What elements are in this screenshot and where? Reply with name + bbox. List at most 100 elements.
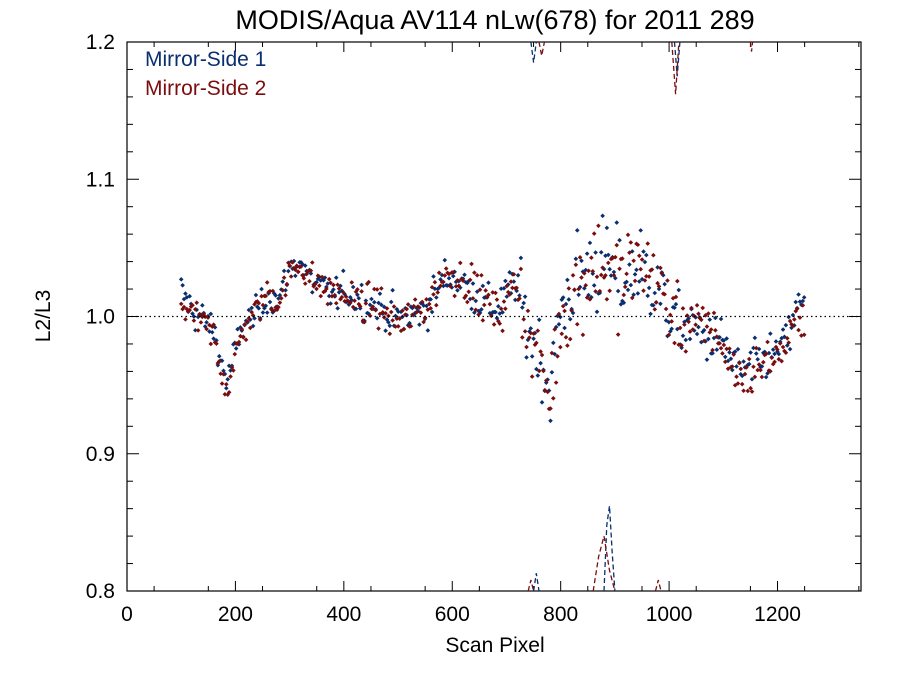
data-point xyxy=(441,279,446,285)
data-point xyxy=(339,294,345,300)
data-point xyxy=(727,346,732,351)
data-point xyxy=(441,283,446,289)
data-point xyxy=(202,324,208,329)
data-point xyxy=(711,335,717,341)
legend-entry-mirror-side-1: Mirror-Side 1 xyxy=(145,48,266,71)
data-point xyxy=(324,286,329,292)
data-point xyxy=(326,293,332,299)
data-point xyxy=(672,340,677,346)
data-point xyxy=(293,267,298,273)
data-point xyxy=(574,321,580,327)
data-point xyxy=(434,295,439,300)
data-point xyxy=(252,302,257,307)
data-point xyxy=(724,336,729,341)
data-point xyxy=(677,325,683,331)
data-point xyxy=(545,389,550,395)
data-point xyxy=(761,359,766,365)
data-point xyxy=(455,288,460,293)
data-point xyxy=(790,323,796,328)
data-point xyxy=(504,294,510,299)
data-point xyxy=(193,306,198,312)
data-point xyxy=(735,381,741,386)
data-point xyxy=(594,274,600,280)
data-point xyxy=(212,325,218,330)
data-point xyxy=(404,306,410,312)
data-point xyxy=(641,288,646,294)
data-point xyxy=(689,305,694,311)
data-point xyxy=(596,223,601,229)
data-point xyxy=(734,364,739,369)
data-point xyxy=(247,325,253,331)
data-point xyxy=(768,368,773,374)
data-point xyxy=(787,318,793,324)
data-point xyxy=(342,298,348,304)
data-point xyxy=(797,315,803,320)
data-point xyxy=(356,295,362,301)
data-point xyxy=(700,329,706,335)
data-point xyxy=(611,273,617,278)
data-point xyxy=(207,322,212,328)
data-point xyxy=(627,262,632,267)
data-point xyxy=(256,300,262,306)
data-point xyxy=(644,273,649,279)
data-point xyxy=(629,295,635,301)
data-point xyxy=(665,333,670,339)
data-point xyxy=(522,294,528,299)
data-point xyxy=(255,304,260,310)
data-point xyxy=(525,337,531,343)
data-point xyxy=(257,317,263,322)
data-point xyxy=(589,255,594,261)
data-point xyxy=(421,303,426,308)
data-point xyxy=(565,277,570,283)
data-point xyxy=(473,298,479,304)
data-point xyxy=(366,279,371,285)
data-point xyxy=(274,307,280,313)
data-point xyxy=(398,328,404,334)
x-axis-ticks: 0 200 400 600 800 1000 1200 xyxy=(121,42,860,626)
data-point xyxy=(507,270,512,275)
data-point xyxy=(772,359,777,365)
data-point xyxy=(465,299,470,305)
data-point xyxy=(773,339,779,344)
data-point xyxy=(308,271,314,276)
data-point xyxy=(487,301,493,307)
data-point xyxy=(503,306,508,312)
data-point xyxy=(190,302,195,308)
data-point xyxy=(646,274,652,279)
data-point xyxy=(214,338,219,343)
data-point xyxy=(491,322,497,327)
data-point xyxy=(363,298,369,303)
data-point xyxy=(683,349,689,354)
data-point xyxy=(318,293,324,299)
data-point xyxy=(195,328,201,333)
data-point xyxy=(277,300,283,305)
data-point xyxy=(224,382,229,387)
data-point xyxy=(783,322,789,328)
data-point xyxy=(450,270,456,275)
data-point xyxy=(381,315,387,320)
data-point xyxy=(653,300,659,305)
data-point xyxy=(735,346,741,352)
data-point xyxy=(672,305,677,311)
data-point xyxy=(470,281,476,286)
data-point xyxy=(240,335,246,340)
data-point xyxy=(694,331,700,337)
data-point xyxy=(384,306,390,311)
data-point xyxy=(628,240,634,245)
data-point xyxy=(738,371,744,377)
data-point xyxy=(407,320,412,326)
data-point xyxy=(749,376,755,382)
data-point xyxy=(465,280,470,286)
data-point xyxy=(796,292,801,297)
y-tick-label: 1.1 xyxy=(86,168,115,191)
data-point xyxy=(218,371,223,377)
data-point xyxy=(195,314,201,320)
data-point xyxy=(221,368,226,374)
data-point xyxy=(687,329,693,334)
data-point xyxy=(768,331,773,336)
data-point xyxy=(512,297,518,303)
data-point xyxy=(714,347,720,353)
data-point xyxy=(759,374,765,380)
data-point xyxy=(460,278,466,283)
data-point xyxy=(239,326,245,332)
